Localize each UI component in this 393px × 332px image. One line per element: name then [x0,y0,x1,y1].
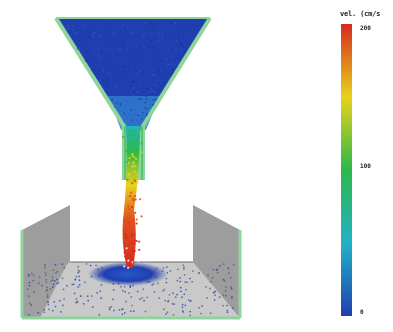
hopper-body [56,18,210,126]
trough-left-wall [22,205,70,300]
simulation-viewport[interactable] [0,0,320,328]
stream-particles [122,129,143,269]
colorbar-mid-label: 100 [360,163,371,170]
colorbar-gradient [341,24,352,316]
impact-pile [88,262,168,286]
colorbar-max-label: 200 [360,25,371,32]
hopper-particles [65,21,203,123]
colorbar-title: vel. (cm/s [340,10,381,18]
colorbar-min-label: 0 [360,309,364,316]
velocity-colorbar: vel. (cm/s 200 100 0 [324,0,393,328]
trough-right-wall [193,205,240,318]
simulation-canvas [20,16,242,320]
